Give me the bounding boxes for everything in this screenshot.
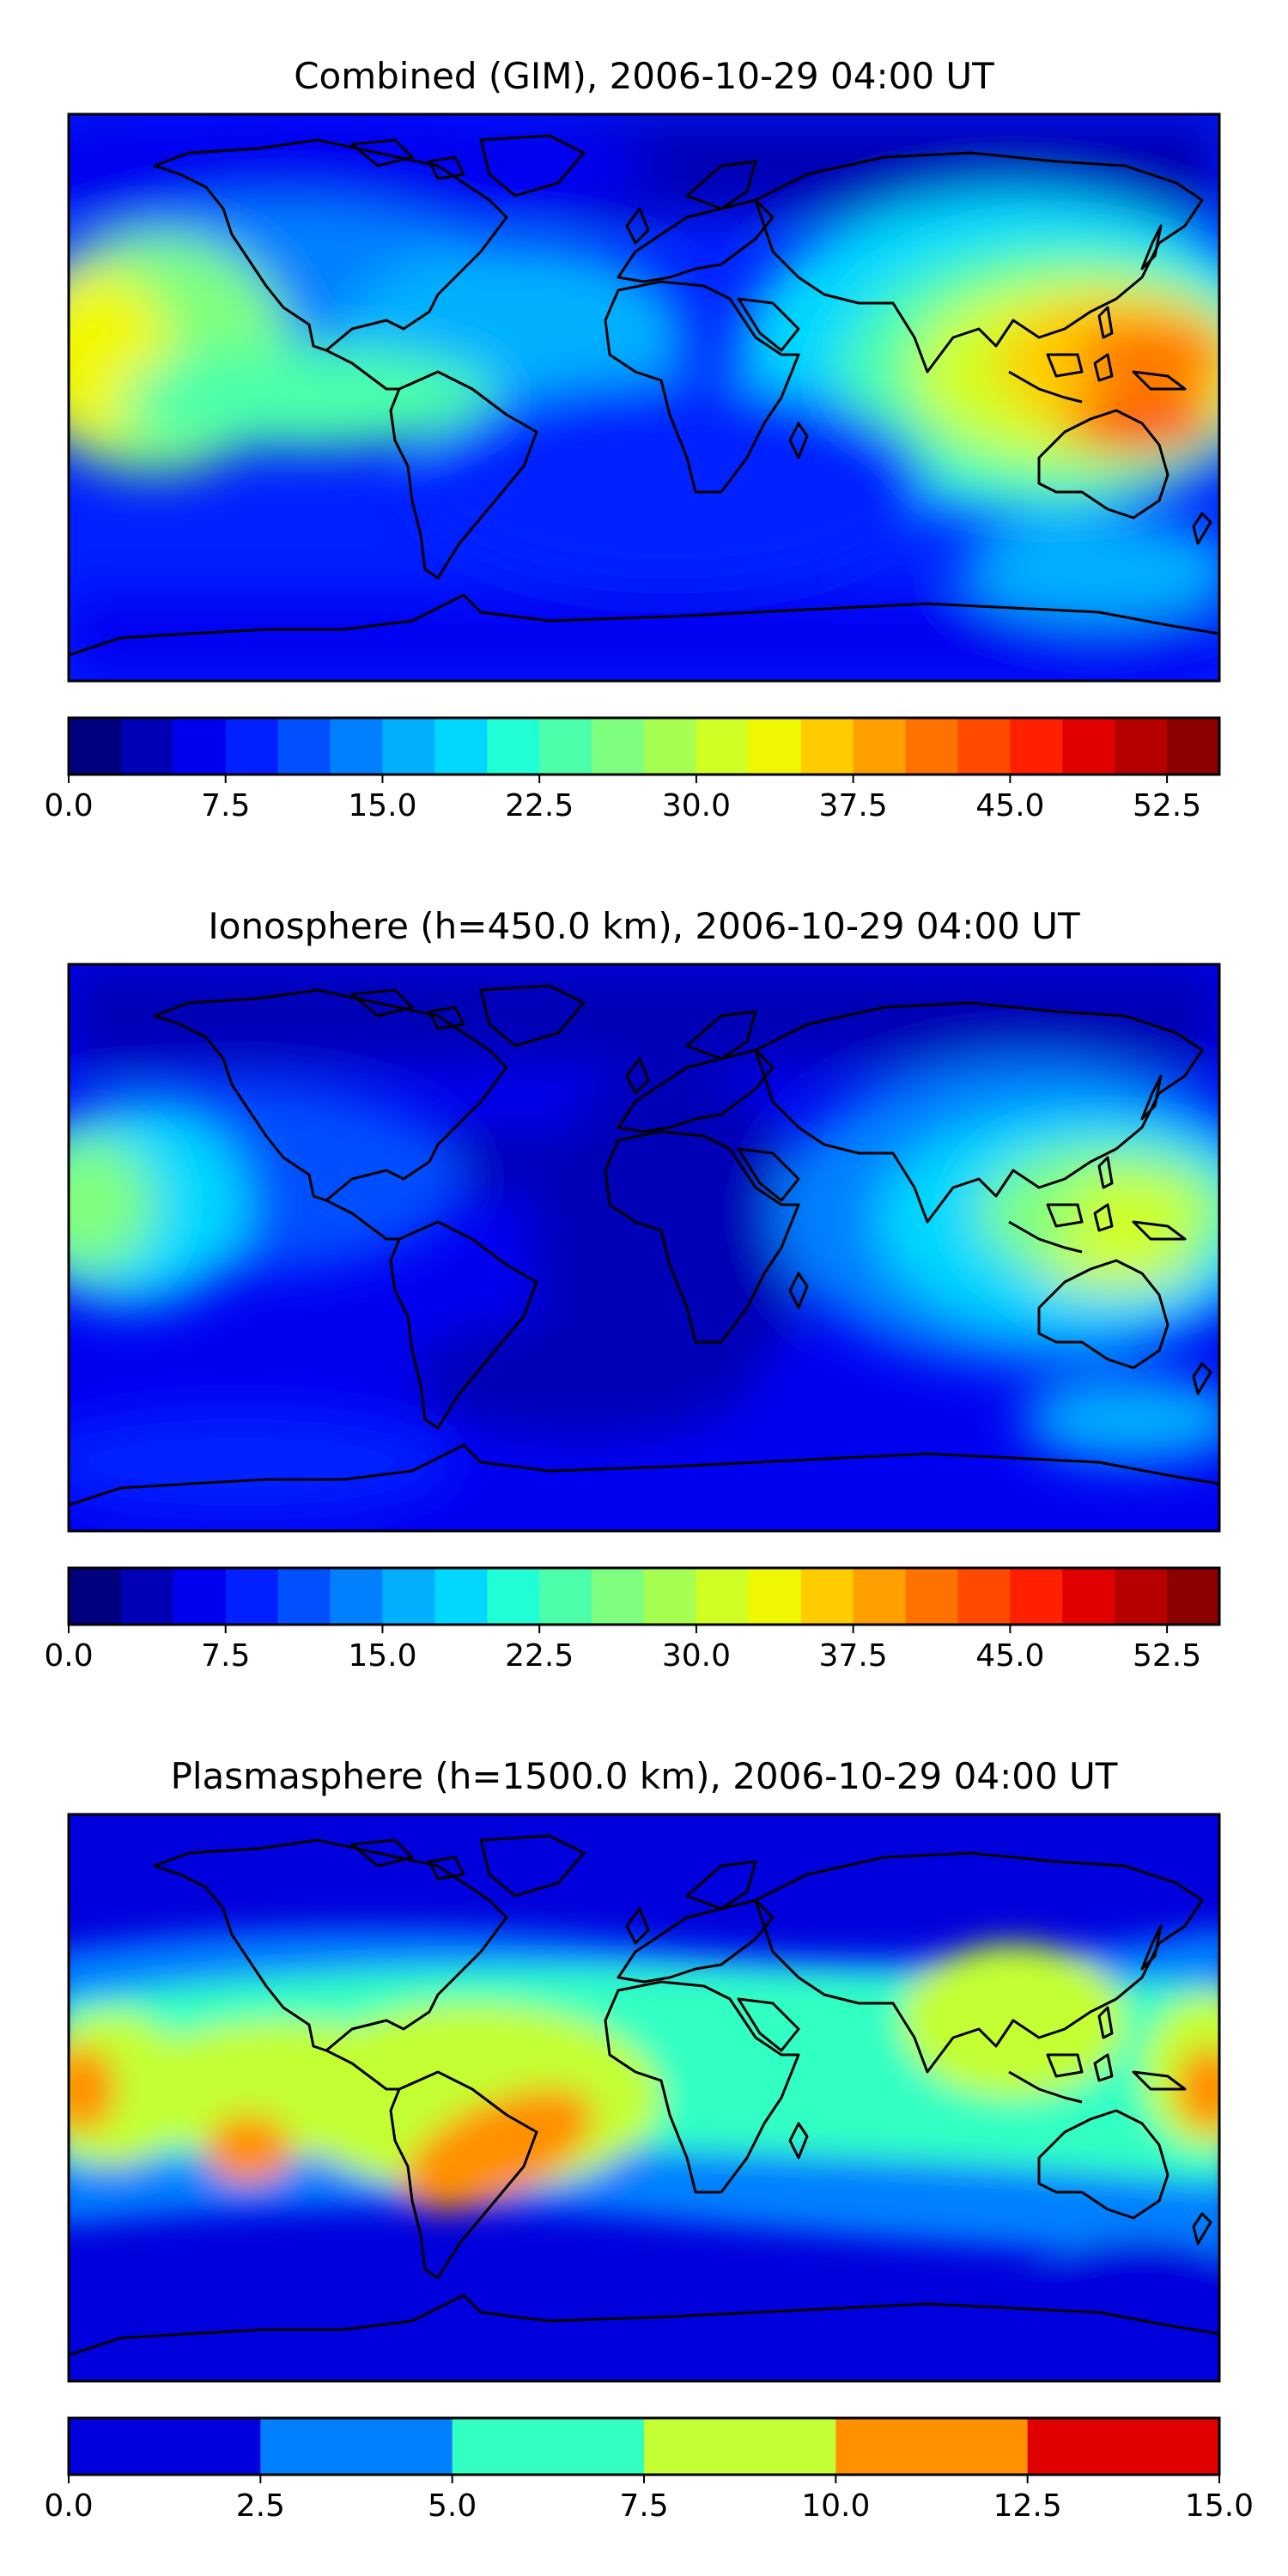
colorbar-swatch [382, 1568, 435, 1625]
panel-plasmasphere: Plasmasphere (h=1500.0 km), 2006-10-29 0… [44, 1755, 1254, 2524]
colorbar-swatch [853, 1568, 907, 1625]
colorbar-combined: 0.0 7.5 15.0 22.5 30.0 37.5 45.0 52.5 [44, 716, 1221, 823]
colorbar-swatch [539, 1568, 592, 1625]
axes-frame [67, 1813, 1221, 2383]
colorbar-tick-label: 30.0 [662, 788, 731, 823]
colorbar-swatch [957, 1568, 1011, 1625]
colorbar-swatch [592, 1568, 645, 1625]
colorbar-swatch [1062, 718, 1115, 775]
colorbar-tick-label: 30.0 [662, 1638, 731, 1674]
colorbar-swatch [1010, 1568, 1063, 1625]
colorbar-swatch [69, 2418, 261, 2475]
colorbar-tick-label: 52.5 [1133, 1638, 1201, 1674]
colorbar-swatch [173, 1568, 227, 1625]
colorbar-tick-label: 22.5 [505, 788, 574, 823]
colorbar-swatch [644, 2418, 836, 2475]
colorbar-tick-label: 52.5 [1133, 788, 1201, 823]
colorbar-ionosphere: 0.0 7.5 15.0 22.5 30.0 37.5 45.0 52.5 [44, 1566, 1221, 1674]
colorbar-swatch [644, 718, 697, 775]
colorbar-swatch [173, 718, 227, 775]
colorbar-swatch [748, 718, 802, 775]
map-ionosphere [67, 963, 1221, 1533]
colorbar-swatch [382, 718, 435, 775]
colorbar-tick-label: 15.0 [348, 788, 416, 823]
panel-ionosphere: Ionosphere (h=450.0 km), 2006-10-29 04:0… [44, 905, 1221, 1674]
panel-title-combined: Combined (GIM), 2006-10-29 04:00 UT [294, 55, 994, 97]
colorbar-swatch [69, 1568, 122, 1625]
colorbar-tick-label: 37.5 [819, 788, 888, 823]
map-plasmasphere [67, 1813, 1221, 2383]
colorbar-swatch [957, 718, 1011, 775]
colorbar-swatch [1167, 718, 1220, 775]
colorbar-swatch [748, 1568, 802, 1625]
colorbar-swatch [487, 1568, 540, 1625]
colorbar-swatch [260, 2418, 453, 2475]
colorbar-swatch [1115, 1568, 1168, 1625]
colorbar-tick-label: 5.0 [428, 2488, 477, 2524]
colorbar-swatch [225, 1568, 279, 1625]
panel-title-plasmasphere: Plasmasphere (h=1500.0 km), 2006-10-29 0… [171, 1755, 1118, 1797]
colorbar-swatch [225, 718, 279, 775]
colorbar-swatch [277, 718, 331, 775]
colorbar-swatch [277, 1568, 331, 1625]
colorbar-swatch [1062, 1568, 1115, 1625]
colorbar-swatch [853, 718, 907, 775]
panel-title-ionosphere: Ionosphere (h=450.0 km), 2006-10-29 04:0… [208, 905, 1080, 947]
colorbar-tick-label: 45.0 [975, 1638, 1044, 1674]
colorbar-swatch [69, 718, 122, 775]
colorbar-swatch [1010, 718, 1063, 775]
colorbar-tick-label: 7.5 [201, 1638, 250, 1674]
colorbar-tick-label: 12.5 [993, 2488, 1062, 2524]
colorbar-swatch [1167, 1568, 1220, 1625]
colorbar-swatch [835, 2418, 1029, 2475]
colorbar-swatch [1027, 2418, 1220, 2475]
colorbar-swatch [1115, 718, 1168, 775]
panel-combined-gim: Combined (GIM), 2006-10-29 04:00 UT [44, 55, 1221, 823]
colorbar-frame [67, 1566, 1221, 1626]
colorbar-plasmasphere: 0.0 2.5 5.0 7.5 10.0 12.5 15.0 [44, 2416, 1254, 2524]
colorbar-swatch [905, 1568, 959, 1625]
colorbar-tick-label: 0.0 [44, 1638, 93, 1674]
map-combined [67, 112, 1221, 683]
colorbar-tick-label: 7.5 [201, 788, 250, 823]
colorbar-swatch [800, 718, 854, 775]
colorbar-tick-label: 7.5 [619, 2488, 668, 2524]
colorbar-tick-label: 0.0 [44, 2488, 93, 2524]
colorbar-tick-label: 2.5 [236, 2488, 285, 2524]
colorbar-swatch [696, 1568, 750, 1625]
colorbar-tick-label: 45.0 [975, 788, 1044, 823]
axes-frame [67, 963, 1221, 1533]
colorbar-swatch [592, 718, 645, 775]
colorbar-tick-label: 10.0 [801, 2488, 870, 2524]
colorbar-swatch [696, 718, 750, 775]
colorbar-swatch [539, 718, 592, 775]
colorbar-tick-label: 15.0 [1185, 2488, 1254, 2524]
colorbar-tick-label: 0.0 [44, 788, 93, 823]
colorbar-tick-label: 22.5 [505, 1638, 574, 1674]
colorbar-frame [67, 716, 1221, 776]
colorbar-swatch [330, 1568, 384, 1625]
colorbar-tick-label: 37.5 [819, 1638, 888, 1674]
colorbar-swatch [905, 718, 959, 775]
colorbar-swatch [120, 718, 174, 775]
colorbar-swatch [800, 1568, 854, 1625]
axes-frame [67, 112, 1221, 683]
colorbar-swatch [434, 718, 488, 775]
colorbar-tick-label: 15.0 [348, 1638, 416, 1674]
colorbar-swatch [452, 2418, 645, 2475]
colorbar-swatch [487, 718, 540, 775]
colorbar-swatch [120, 1568, 174, 1625]
colorbar-swatch [434, 1568, 488, 1625]
colorbar-swatch [644, 1568, 697, 1625]
colorbar-swatch [330, 718, 384, 775]
